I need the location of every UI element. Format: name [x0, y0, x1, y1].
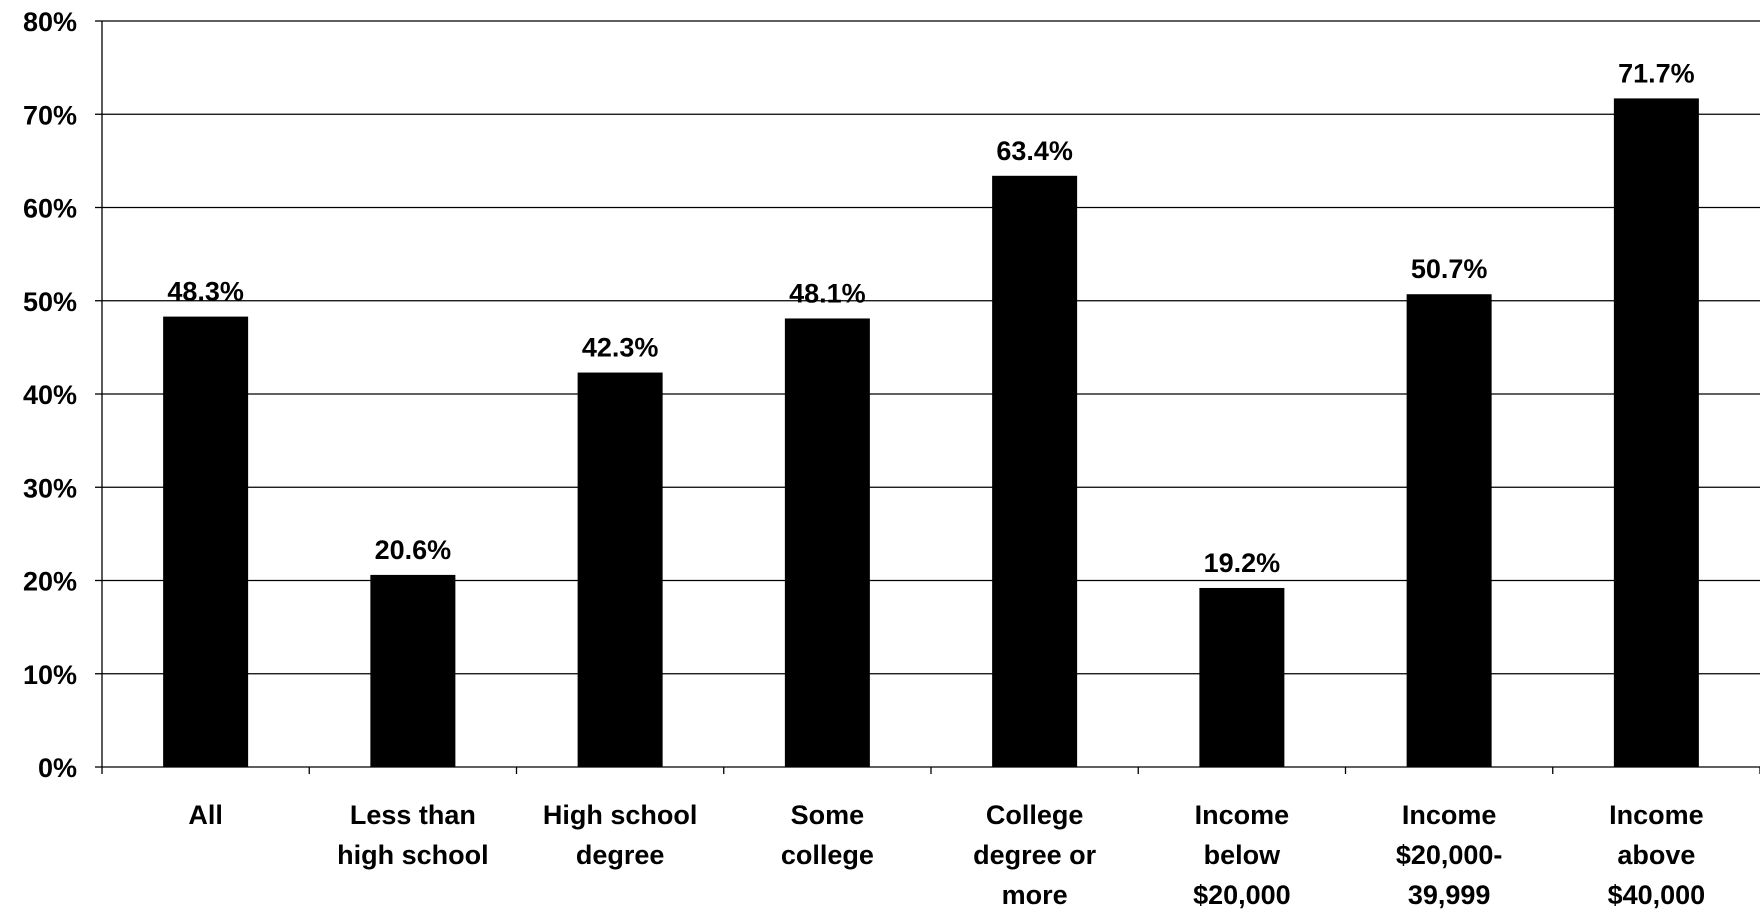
y-tick-label: 70%	[23, 100, 77, 130]
category-label-line: Some	[791, 800, 865, 830]
data-label: 20.6%	[375, 535, 452, 565]
category-label: College degree or more	[973, 800, 1097, 910]
category-label: Less than high school	[337, 800, 489, 870]
axes	[95, 21, 1760, 774]
y-tick-label: 40%	[23, 380, 77, 410]
y-tick-label: 10%	[23, 660, 77, 690]
category-label-line: Income	[1195, 800, 1290, 830]
category-label-line: high school	[337, 840, 489, 870]
data-label: 63.4%	[996, 136, 1073, 166]
gridlines	[102, 21, 1760, 674]
category-label: High school degree	[543, 800, 698, 870]
y-tick-label: 50%	[23, 287, 77, 317]
category-label-line: degree	[576, 840, 665, 870]
category-label-line: Income	[1609, 800, 1704, 830]
category-label-line: $20,000	[1193, 880, 1291, 910]
category-label-line: more	[1002, 880, 1068, 910]
category-label: Some college	[781, 800, 874, 870]
category-label-line: below	[1204, 840, 1282, 870]
bar	[785, 318, 870, 767]
bar	[1614, 98, 1699, 767]
bar	[1199, 588, 1284, 767]
data-label: 71.7%	[1618, 58, 1695, 88]
category-label-line: All	[188, 800, 223, 830]
data-label: 50.7%	[1411, 254, 1488, 284]
y-tick-label: 20%	[23, 567, 77, 597]
category-label: Income $20,000- 39,999	[1396, 800, 1503, 910]
y-tick-label: 80%	[23, 7, 77, 37]
bar	[578, 373, 663, 767]
category-label-line: $40,000	[1608, 880, 1706, 910]
category-label: All	[188, 800, 223, 830]
data-label: 48.1%	[789, 278, 866, 308]
category-label-line: college	[781, 840, 874, 870]
category-label-line: above	[1617, 840, 1695, 870]
bar	[1407, 294, 1492, 767]
category-label: Income below $20,000	[1193, 800, 1291, 910]
data-label: 48.3%	[167, 277, 244, 307]
category-label-line: $20,000-	[1396, 840, 1503, 870]
category-label-line: Income	[1402, 800, 1497, 830]
category-label-line: College	[986, 800, 1084, 830]
x-axis-category-labels: All Less than high school High school degree…	[188, 800, 1705, 910]
data-label: 42.3%	[582, 333, 659, 363]
bar	[992, 176, 1077, 767]
y-axis-tick-labels: 0% 10% 20% 30% 40% 50% 60% 70% 80%	[23, 7, 77, 783]
category-label-line: 39,999	[1408, 880, 1491, 910]
bar	[370, 575, 455, 767]
bars	[163, 98, 1699, 767]
y-tick-label: 60%	[23, 194, 77, 224]
category-label-line: High school	[543, 800, 698, 830]
y-tick-label: 0%	[38, 753, 77, 783]
category-label: Income above $40,000	[1608, 800, 1706, 910]
category-label-line: Less than	[350, 800, 476, 830]
data-label: 19.2%	[1204, 548, 1281, 578]
bar	[163, 317, 248, 767]
category-label-line: degree or	[973, 840, 1097, 870]
y-tick-label: 30%	[23, 473, 77, 503]
